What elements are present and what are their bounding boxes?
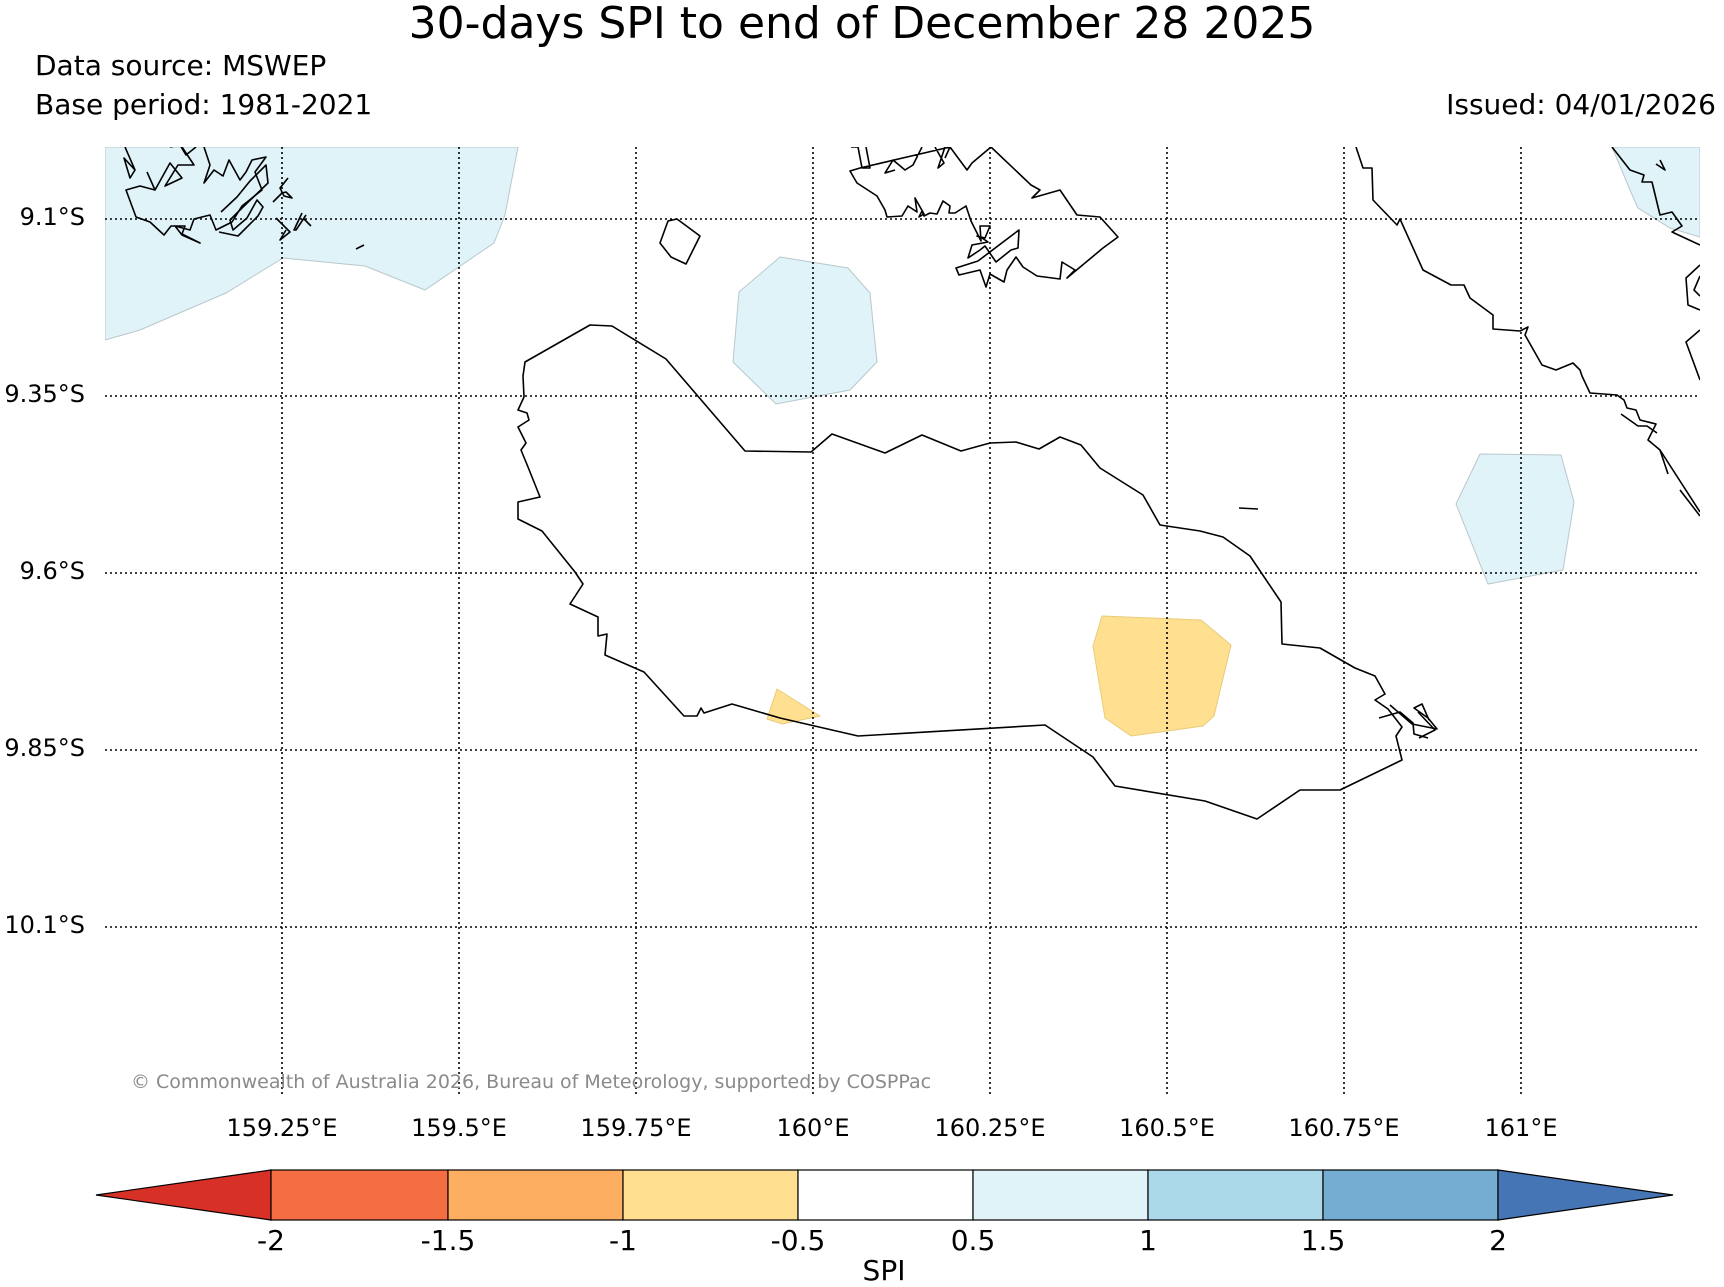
- lat-label: 9.35°S: [4, 380, 85, 408]
- colorbar-segment: [797, 1169, 974, 1221]
- map-title: 30-days SPI to end of December 28 2025: [408, 0, 1316, 49]
- colorbar-segment: [622, 1169, 799, 1221]
- colorbar-tick-label: 0.5: [950, 1224, 996, 1257]
- coastline-malaita-n1: [1611, 147, 1700, 246]
- lon-label: 160.5°E: [1119, 1114, 1215, 1142]
- coastline-isabel: [123, 147, 267, 244]
- coastline-islet-e2: [1389, 703, 1438, 730]
- lon-label: 159.75°E: [580, 1114, 692, 1142]
- coastline-main-island: [517, 324, 1403, 820]
- lat-label: 9.85°S: [4, 734, 85, 762]
- coastline-nggela: [849, 147, 1119, 288]
- colorbar-tick-label: -0.5: [770, 1224, 826, 1257]
- coastline-malaita: [1355, 147, 1700, 513]
- copyright-notice: © Commonwealth of Australia 2026, Bureau…: [131, 1071, 932, 1093]
- colorbar-tick-label: 2: [1489, 1224, 1507, 1257]
- lat-label: 9.1°S: [19, 203, 85, 231]
- colorbar-segment: [270, 1169, 449, 1221]
- colorbar-segment: [1147, 1169, 1324, 1221]
- coastline-malaita-n3: [1685, 275, 1700, 381]
- coastline-islet-e1: [1378, 711, 1429, 739]
- colorbar-segment: [447, 1169, 624, 1221]
- wet-region-central: [732, 256, 878, 405]
- lon-label: 160°E: [776, 1114, 850, 1142]
- coastline-malaita-n2: [1655, 159, 1700, 311]
- colorbar-tick-label: -1: [609, 1224, 637, 1257]
- wet-region-ne: [1611, 147, 1700, 238]
- dry-region-small: [766, 688, 822, 725]
- lon-label: 159.25°E: [226, 1114, 338, 1142]
- data-source-label: Data source: MSWEP: [35, 49, 327, 82]
- colorbar-tick-label: -2: [257, 1224, 285, 1257]
- colorbar-tick-label: -1.5: [420, 1224, 476, 1257]
- coastline-isabel-2: [218, 164, 269, 237]
- wet-region-nw: [105, 147, 519, 341]
- coastline-islet-e3: [1417, 711, 1436, 739]
- colorbar-segment: [972, 1169, 1149, 1221]
- lon-label: 160.75°E: [1288, 1114, 1400, 1142]
- dry-region-central: [1092, 615, 1232, 737]
- colorbar-extend-low: [95, 1169, 272, 1221]
- lon-label: 161°E: [1484, 1114, 1558, 1142]
- coastline-savo: [659, 218, 701, 265]
- base-period-label: Base period: 1981-2021: [35, 88, 373, 121]
- coastline-malaita-s1: [1620, 413, 1658, 434]
- wet-region-east: [1455, 453, 1575, 585]
- colorbar-extend-high: [1497, 1169, 1674, 1221]
- coastline-islet-dash2: [355, 244, 365, 250]
- colorbar-tick-label: 1.5: [1300, 1224, 1346, 1257]
- coastline-malaita-s2: [1659, 449, 1700, 517]
- lon-label: 159.5°E: [411, 1114, 507, 1142]
- coastline-isabel-3: [272, 177, 312, 241]
- colorbar-tick-label: 1: [1139, 1224, 1157, 1257]
- colorbar: [95, 1169, 1674, 1221]
- lon-label: 160.25°E: [934, 1114, 1046, 1142]
- colorbar-label: SPI: [862, 1254, 906, 1287]
- coastline-islet-dash: [1238, 507, 1259, 510]
- coastlines: [123, 147, 1700, 820]
- issued-date-label: Issued: 04/01/2026: [1446, 88, 1716, 121]
- spi-fill-layer: [105, 147, 1700, 737]
- lat-label: 9.6°S: [19, 557, 85, 585]
- lat-label: 10.1°S: [4, 911, 85, 939]
- colorbar-segment: [1322, 1169, 1499, 1221]
- graticule: [105, 147, 1700, 1095]
